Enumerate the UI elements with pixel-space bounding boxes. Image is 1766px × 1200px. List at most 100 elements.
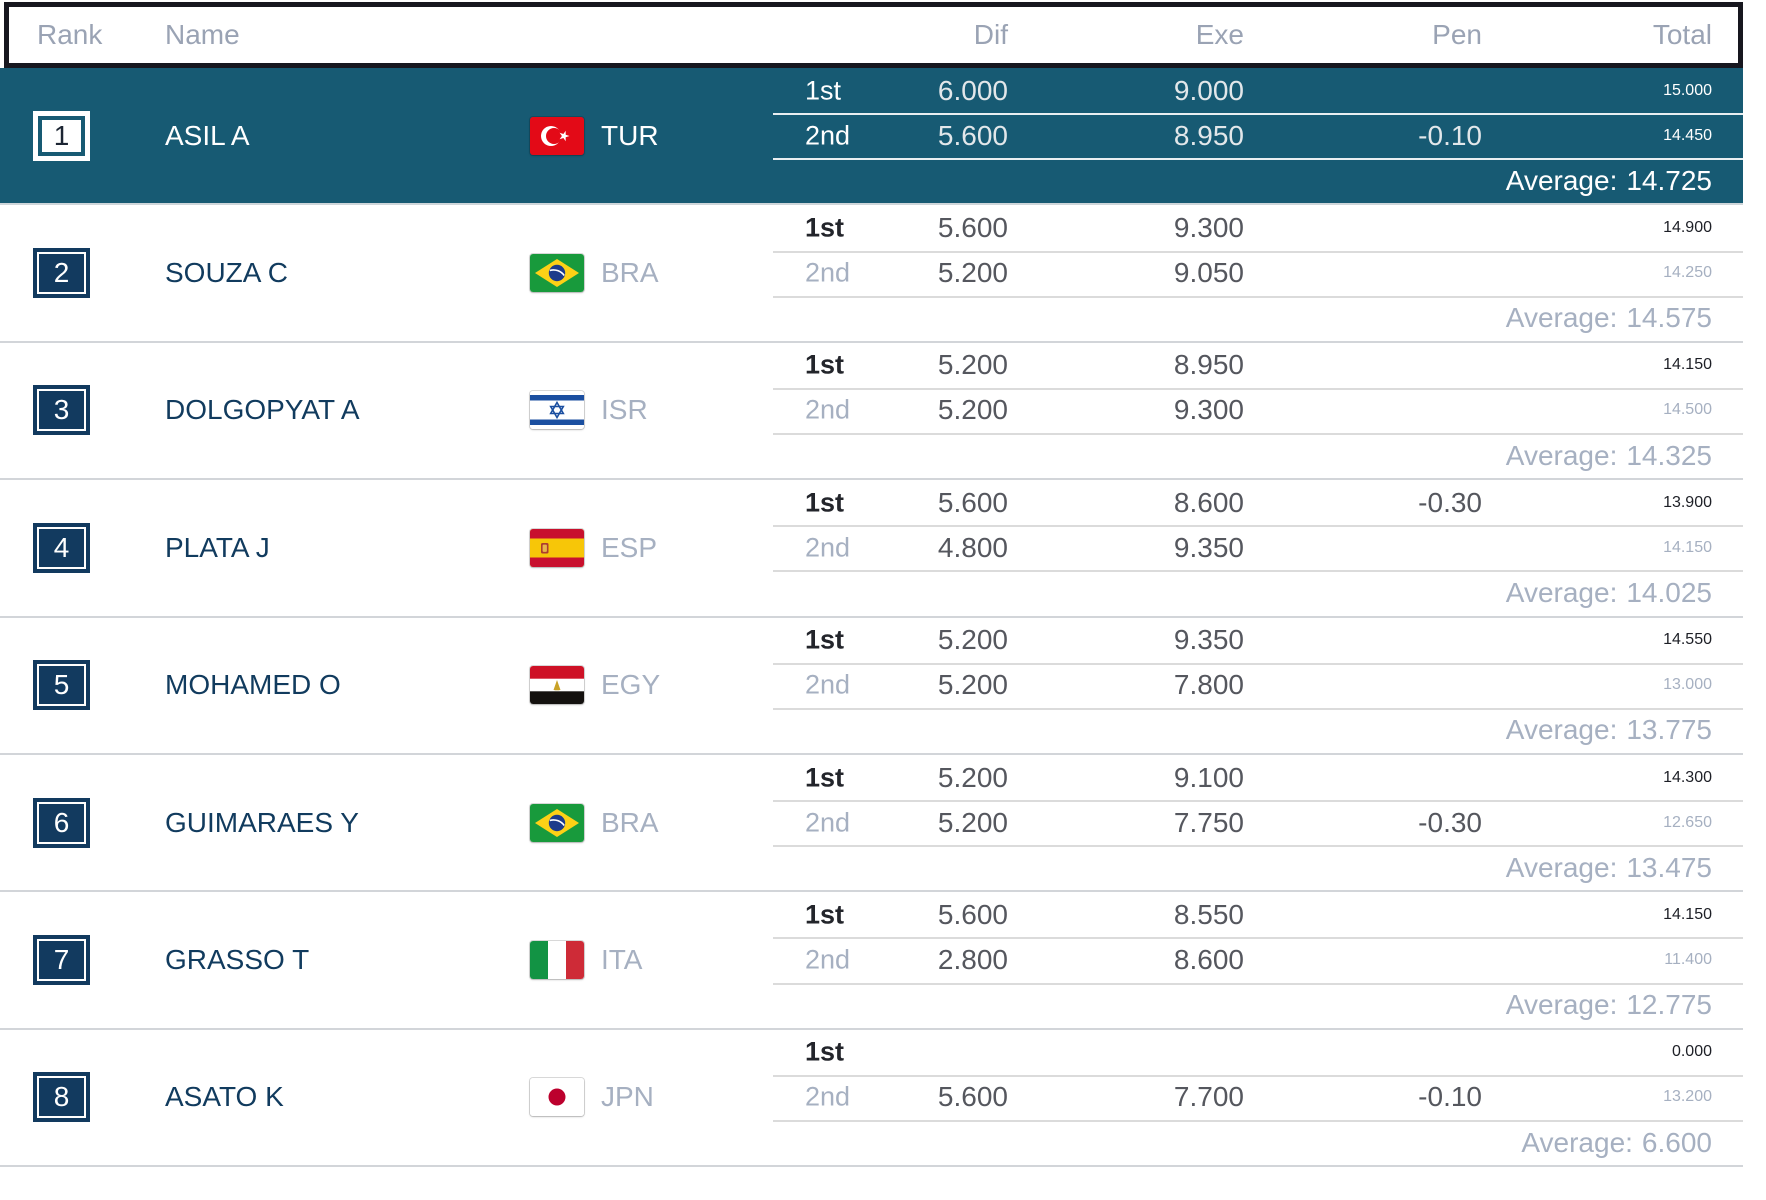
dif-value: 6.000 bbox=[937, 74, 1008, 106]
average-value: 14.575 bbox=[1626, 302, 1712, 334]
attempt-label: 2nd bbox=[805, 394, 851, 425]
exe-value: 9.050 bbox=[1173, 257, 1244, 289]
athlete-name: GRASSO T bbox=[165, 944, 310, 976]
average-value: 13.775 bbox=[1626, 714, 1712, 746]
attempt-row-1st: 1st 5.600 8.600 -0.30 13.900 bbox=[0, 480, 1743, 525]
flag-bra-icon bbox=[530, 254, 584, 293]
flag-bra-icon bbox=[530, 803, 584, 842]
athlete-name: SOUZA C bbox=[165, 257, 288, 289]
dif-value: 5.600 bbox=[937, 119, 1008, 151]
country-code: TUR bbox=[601, 119, 659, 151]
attempt-row-2nd: 2nd 5.600 7.700 -0.10 13.200 bbox=[0, 1074, 1743, 1120]
athlete-row-jpn-8[interactable]: 8 ASATO K JPN 1st 0.000 2nd 5.600 7.700 -0.10 13.… bbox=[0, 1029, 1743, 1168]
athlete-name: ASIL A bbox=[165, 119, 250, 151]
attempts-subtable: 1st 6.000 9.000 15.000 2nd 5.600 8.950 -0.10 14.… bbox=[0, 68, 1743, 203]
flag-esp-icon bbox=[530, 528, 584, 567]
athlete-name: DOLGOPYAT A bbox=[165, 394, 360, 426]
attempt-label: 1st bbox=[805, 1036, 845, 1067]
average-label: Average: bbox=[1505, 439, 1618, 471]
exe-value: 8.950 bbox=[1173, 119, 1244, 151]
average-row: Average: 6.600 bbox=[0, 1119, 1743, 1165]
rank-badge: 6 bbox=[33, 797, 90, 848]
average: Average: 14.575 bbox=[1506, 302, 1712, 334]
header-exe: Exe bbox=[1195, 19, 1244, 50]
attempt-label: 1st bbox=[805, 487, 845, 518]
dif-value: 5.600 bbox=[937, 1081, 1008, 1113]
athlete-row-ita-7[interactable]: 7 GRASSO T ITA 1st 5.600 8.550 14.150 2nd 2.800 8… bbox=[0, 892, 1743, 1030]
attempt-row-1st: 1st 5.200 9.350 14.550 bbox=[0, 618, 1743, 663]
flag-egy-icon bbox=[530, 666, 584, 705]
athlete-row-tur-1[interactable]: 1 ASIL A TUR 1st 6.000 9.000 15.000 2nd 5.600 8.9… bbox=[0, 68, 1743, 206]
rank-number: 6 bbox=[37, 801, 86, 844]
rank-number: 5 bbox=[37, 664, 86, 707]
total-value: 14.150 bbox=[1663, 538, 1712, 556]
average: Average: 6.600 bbox=[1521, 1127, 1712, 1159]
average-value: 14.025 bbox=[1626, 576, 1712, 608]
pen-value: -0.10 bbox=[1418, 119, 1482, 151]
exe-value: 7.750 bbox=[1173, 806, 1244, 838]
average-value: 6.600 bbox=[1641, 1126, 1712, 1158]
average-row: Average: 14.575 bbox=[0, 295, 1743, 341]
total-value: 14.150 bbox=[1663, 356, 1712, 374]
dif-value: 5.200 bbox=[937, 806, 1008, 838]
athlete-row-egy-5[interactable]: 5 MOHAMED O EGY 1st 5.200 9.350 14.550 2nd 5.200… bbox=[0, 617, 1743, 755]
attempt-row-1st: 1st 5.600 9.300 14.900 bbox=[0, 205, 1743, 250]
total-value: 13.200 bbox=[1663, 1088, 1712, 1106]
average-label: Average: bbox=[1505, 302, 1618, 334]
dif-value: 5.200 bbox=[937, 761, 1008, 793]
pen-value: -0.30 bbox=[1418, 806, 1482, 838]
attempt-row-1st: 1st 6.000 9.000 15.000 bbox=[0, 68, 1743, 113]
attempt-row-2nd: 2nd 5.200 7.800 13.000 bbox=[0, 662, 1743, 708]
dif-value: 4.800 bbox=[937, 531, 1008, 563]
attempt-row-2nd: 2nd 5.200 7.750 -0.30 12.650 bbox=[0, 800, 1743, 845]
average-label: Average: bbox=[1521, 1126, 1633, 1158]
attempt-label: 2nd bbox=[805, 120, 851, 151]
attempt-label: 2nd bbox=[805, 807, 851, 838]
rank-badge: 3 bbox=[33, 385, 90, 436]
average: Average: 14.025 bbox=[1506, 577, 1712, 609]
exe-value: 7.700 bbox=[1173, 1081, 1244, 1113]
average-value: 14.325 bbox=[1626, 439, 1712, 471]
average-label: Average: bbox=[1505, 714, 1618, 746]
attempt-label: 1st bbox=[805, 75, 842, 106]
rank-badge: 5 bbox=[33, 660, 90, 711]
attempt-row-1st: 1st 0.000 bbox=[0, 1030, 1743, 1075]
results-table-header: Rank Name Dif Exe Pen Total bbox=[4, 2, 1743, 68]
dif-value: 5.200 bbox=[937, 394, 1008, 426]
rank-number: 8 bbox=[37, 1076, 86, 1119]
country-code: BRA bbox=[601, 806, 659, 838]
attempt-row-1st: 1st 5.200 8.950 14.150 bbox=[0, 343, 1743, 388]
header-total: Total bbox=[1652, 19, 1712, 50]
average-row: Average: 13.775 bbox=[0, 707, 1743, 753]
total-value: 13.900 bbox=[1663, 493, 1712, 511]
athlete-row-bra-6[interactable]: 6 GUIMARAES Y BRA 1st 5.200 9.100 14.300 2nd 5.2… bbox=[0, 754, 1743, 893]
exe-value: 8.950 bbox=[1173, 349, 1244, 381]
athlete-name: PLATA J bbox=[165, 531, 270, 563]
exe-value: 8.550 bbox=[1173, 898, 1244, 930]
attempt-row-2nd: 2nd 4.800 9.350 14.150 bbox=[0, 525, 1743, 570]
exe-value: 9.000 bbox=[1173, 74, 1244, 106]
athlete-name: MOHAMED O bbox=[165, 669, 341, 701]
attempt-label: 2nd bbox=[805, 257, 851, 288]
athlete-row-isr-3[interactable]: 3 DOLGOPYAT A ISR 1st 5.200 8.950 14.150 2nd 5.2… bbox=[0, 342, 1743, 481]
total-value: 14.500 bbox=[1663, 401, 1712, 419]
header-pen: Pen bbox=[1432, 19, 1482, 50]
attempt-row-2nd: 2nd 2.800 8.600 11.400 bbox=[0, 937, 1743, 982]
athlete-row-esp-4[interactable]: 4 PLATA J ESP 1st 5.600 8.600 -0.30 13.900 2nd 4.… bbox=[0, 480, 1743, 618]
attempt-label: 1st bbox=[805, 624, 845, 655]
average: Average: 12.775 bbox=[1506, 989, 1712, 1021]
exe-value: 9.350 bbox=[1173, 624, 1244, 656]
average: Average: 14.725 bbox=[1506, 165, 1712, 197]
attempts-subtable: 1st 5.600 9.300 14.900 2nd 5.200 9.050 14.250 Av… bbox=[0, 205, 1743, 340]
flag-ita-icon bbox=[530, 941, 584, 980]
average-label: Average: bbox=[1505, 851, 1618, 883]
athlete-row-bra-2[interactable]: 2 SOUZA C BRA 1st 5.600 9.300 14.900 2nd 5.200 9.… bbox=[0, 205, 1743, 343]
attempts-subtable: 1st 5.600 8.550 14.150 2nd 2.800 8.600 11.400 Av… bbox=[0, 892, 1743, 1027]
average-row: Average: 13.475 bbox=[0, 845, 1743, 890]
dif-value: 5.200 bbox=[937, 669, 1008, 701]
country-code: ITA bbox=[601, 944, 643, 976]
average-value: 12.775 bbox=[1626, 989, 1712, 1021]
rank-number: 3 bbox=[37, 389, 86, 432]
pen-value: -0.30 bbox=[1418, 486, 1482, 518]
average-row: Average: 14.325 bbox=[0, 433, 1743, 478]
